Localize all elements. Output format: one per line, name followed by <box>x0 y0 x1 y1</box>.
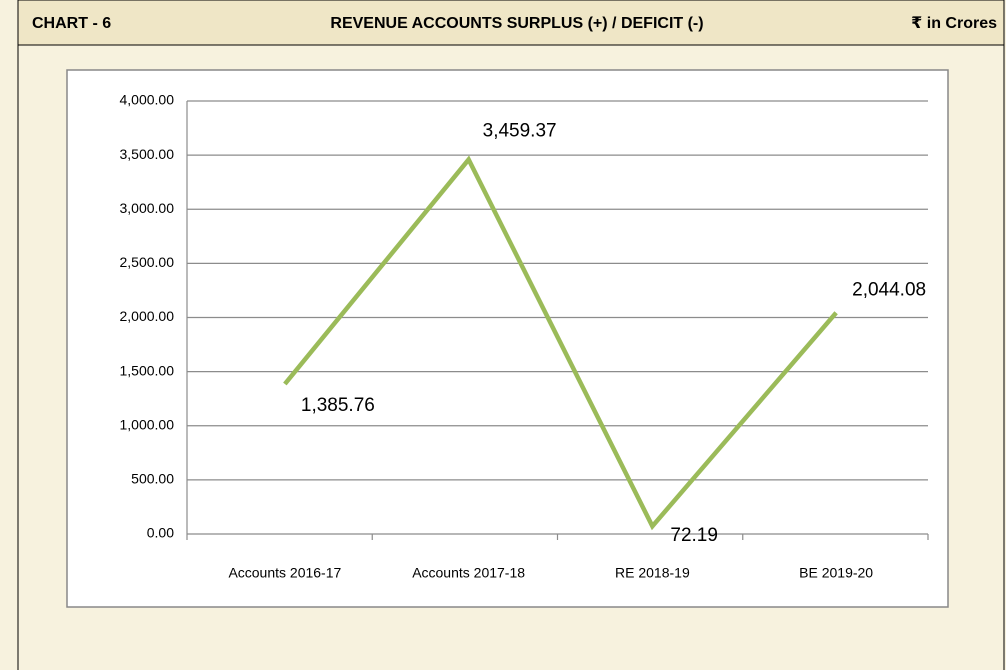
y-tick-label: 2,000.00 <box>120 308 175 324</box>
x-tick-label: BE 2019-20 <box>799 565 873 581</box>
x-tick-label: RE 2018-19 <box>615 565 690 581</box>
data-label: 3,459.37 <box>483 121 557 142</box>
x-tick-label: Accounts 2017-18 <box>412 565 525 581</box>
chart-number: CHART - 6 <box>32 15 111 32</box>
data-line <box>283 155 838 531</box>
chart-title: REVENUE ACCOUNTS SURPLUS (+) / DEFICIT (… <box>330 15 703 32</box>
unit-label: ₹ in Crores <box>911 15 997 32</box>
x-tick-label: Accounts 2016-17 <box>228 565 341 581</box>
y-tick-label: 2,500.00 <box>120 254 175 270</box>
y-tick-label: 3,000.00 <box>120 200 175 216</box>
data-label: 2,044.08 <box>852 280 926 301</box>
y-tick-label: 500.00 <box>131 471 174 487</box>
y-tick-label: 3,500.00 <box>120 146 175 162</box>
header-bar <box>17 0 1005 46</box>
data-label: 72.19 <box>670 525 718 546</box>
chart-panel <box>66 69 949 608</box>
y-tick-label: 1,000.00 <box>120 416 175 432</box>
y-tick-label: 1,500.00 <box>120 362 175 378</box>
y-tick-label: 0.00 <box>147 525 174 541</box>
data-label: 1,385.76 <box>301 395 375 416</box>
y-tick-label: 4,000.00 <box>120 92 175 108</box>
